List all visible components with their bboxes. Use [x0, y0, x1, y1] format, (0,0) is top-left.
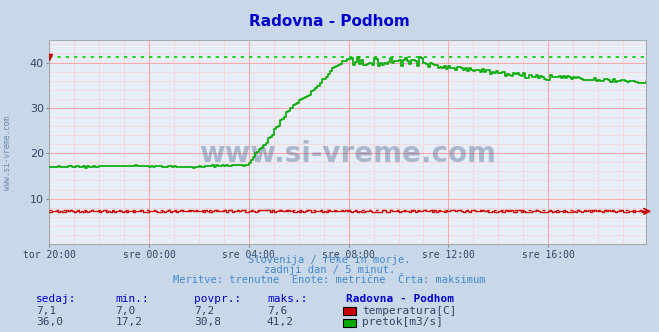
Text: povpr.:: povpr.:	[194, 294, 242, 304]
Text: 41,2: 41,2	[267, 317, 294, 327]
Text: pretok[m3/s]: pretok[m3/s]	[362, 317, 444, 327]
Text: 7,0: 7,0	[115, 306, 136, 316]
Text: www.si-vreme.com: www.si-vreme.com	[199, 140, 496, 168]
Text: zadnji dan / 5 minut.: zadnji dan / 5 minut.	[264, 265, 395, 275]
Text: Radovna - Podhom: Radovna - Podhom	[249, 14, 410, 29]
Text: Slovenija / reke in morje.: Slovenija / reke in morje.	[248, 255, 411, 265]
Text: 17,2: 17,2	[115, 317, 142, 327]
Text: temperatura[C]: temperatura[C]	[362, 306, 457, 316]
Text: min.:: min.:	[115, 294, 149, 304]
Text: www.si-vreme.com: www.si-vreme.com	[3, 116, 13, 190]
Text: 30,8: 30,8	[194, 317, 221, 327]
Text: 7,6: 7,6	[267, 306, 287, 316]
Text: Meritve: trenutne  Enote: metrične  Črta: maksimum: Meritve: trenutne Enote: metrične Črta: …	[173, 275, 486, 285]
Text: 36,0: 36,0	[36, 317, 63, 327]
Text: Radovna - Podhom: Radovna - Podhom	[346, 294, 454, 304]
Text: 7,1: 7,1	[36, 306, 57, 316]
Text: sedaj:: sedaj:	[36, 294, 76, 304]
Text: 7,2: 7,2	[194, 306, 215, 316]
Text: maks.:: maks.:	[267, 294, 307, 304]
